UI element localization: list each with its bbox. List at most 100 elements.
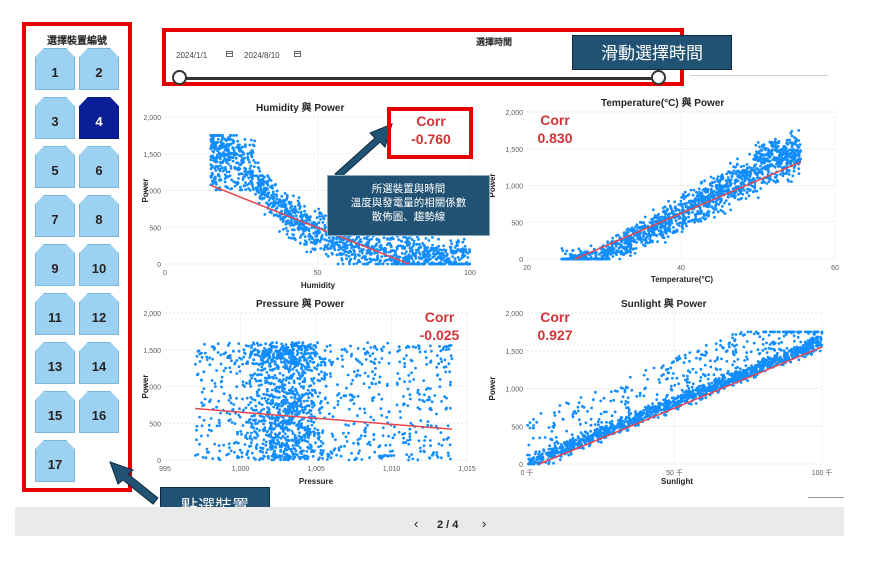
data-point <box>209 138 213 141</box>
device-button-8[interactable]: 8 <box>79 195 119 237</box>
data-point <box>257 167 261 170</box>
date-range-track[interactable] <box>178 77 658 80</box>
end-date-input[interactable]: 2024/8/10 <box>244 51 280 60</box>
data-point <box>227 162 230 166</box>
data-point <box>310 423 314 427</box>
device-button-11[interactable]: 11 <box>35 293 75 335</box>
device-button-4[interactable]: 4 <box>79 97 119 139</box>
data-point <box>464 248 468 252</box>
data-point <box>424 259 428 263</box>
data-point <box>195 354 199 358</box>
device-button-17[interactable]: 17 <box>35 440 75 482</box>
data-point <box>768 343 772 346</box>
data-point <box>243 443 247 446</box>
data-point <box>767 180 771 184</box>
data-point <box>229 370 233 374</box>
data-point <box>634 247 638 250</box>
device-button-12[interactable]: 12 <box>79 293 119 335</box>
data-point <box>359 238 362 241</box>
device-button-7[interactable]: 7 <box>35 195 75 237</box>
data-point <box>684 222 688 225</box>
data-point <box>284 206 288 210</box>
data-point <box>303 358 307 362</box>
data-point <box>333 447 337 450</box>
data-point <box>770 347 773 351</box>
data-point <box>248 160 251 164</box>
start-slider-handle[interactable] <box>172 70 187 85</box>
data-point <box>790 141 794 145</box>
data-point <box>300 455 304 459</box>
device-button-9[interactable]: 9 <box>35 244 75 286</box>
data-point <box>276 364 279 367</box>
data-point <box>320 370 323 374</box>
data-point <box>298 359 302 362</box>
data-point <box>345 350 349 354</box>
data-point <box>267 176 271 180</box>
data-point <box>257 350 261 354</box>
data-point <box>413 252 417 256</box>
data-point <box>306 388 310 392</box>
data-point <box>250 425 253 429</box>
device-button-5[interactable]: 5 <box>35 146 75 188</box>
data-point <box>748 152 752 156</box>
device-button-16[interactable]: 16 <box>79 391 119 433</box>
x-tick-label: 60 <box>831 265 839 272</box>
data-point <box>666 235 670 239</box>
start-date-input[interactable]: 2024/1/1 <box>176 51 208 60</box>
data-point <box>282 402 286 405</box>
data-point <box>227 136 231 139</box>
data-point <box>725 181 729 185</box>
device-button-3[interactable]: 3 <box>35 97 75 139</box>
device-button-2[interactable]: 2 <box>79 48 119 90</box>
calendar-icon[interactable] <box>226 51 233 57</box>
data-point <box>274 193 278 197</box>
data-point <box>273 374 277 377</box>
data-point <box>297 438 301 442</box>
device-button-15[interactable]: 15 <box>35 391 75 433</box>
data-point <box>277 396 281 399</box>
calendar-icon[interactable] <box>294 51 301 57</box>
data-point <box>278 215 282 219</box>
device-button-1[interactable]: 1 <box>35 48 75 90</box>
data-point <box>787 155 791 159</box>
data-point <box>202 387 206 390</box>
data-point <box>329 375 333 378</box>
data-point <box>672 226 675 229</box>
data-point <box>380 357 384 360</box>
device-button-6[interactable]: 6 <box>79 146 119 188</box>
data-point <box>763 153 767 157</box>
data-point <box>652 233 656 237</box>
data-point <box>368 354 372 358</box>
data-point <box>754 143 758 147</box>
data-point <box>287 409 290 413</box>
data-point <box>787 173 791 176</box>
end-slider-handle[interactable] <box>651 70 666 85</box>
data-point <box>329 246 333 250</box>
data-point <box>250 431 253 435</box>
data-point <box>417 347 421 350</box>
data-point <box>224 175 228 179</box>
data-point <box>273 436 277 440</box>
data-point <box>250 376 254 380</box>
data-point <box>358 437 362 440</box>
data-point <box>445 396 448 400</box>
data-point <box>402 395 405 398</box>
data-point <box>290 204 294 208</box>
data-point <box>238 172 242 176</box>
data-point <box>570 254 574 258</box>
data-point <box>263 193 267 197</box>
data-point <box>347 458 351 462</box>
device-button-14[interactable]: 14 <box>79 342 119 384</box>
data-point <box>294 436 298 440</box>
device-button-13[interactable]: 13 <box>35 342 75 384</box>
data-point <box>468 250 471 254</box>
data-point <box>215 134 218 137</box>
data-point <box>281 389 284 393</box>
y-tick-label: 0 <box>519 257 523 264</box>
data-point <box>203 397 207 401</box>
data-point <box>300 344 304 347</box>
data-point <box>409 397 412 401</box>
device-button-10[interactable]: 10 <box>79 244 119 286</box>
data-point <box>200 401 204 405</box>
